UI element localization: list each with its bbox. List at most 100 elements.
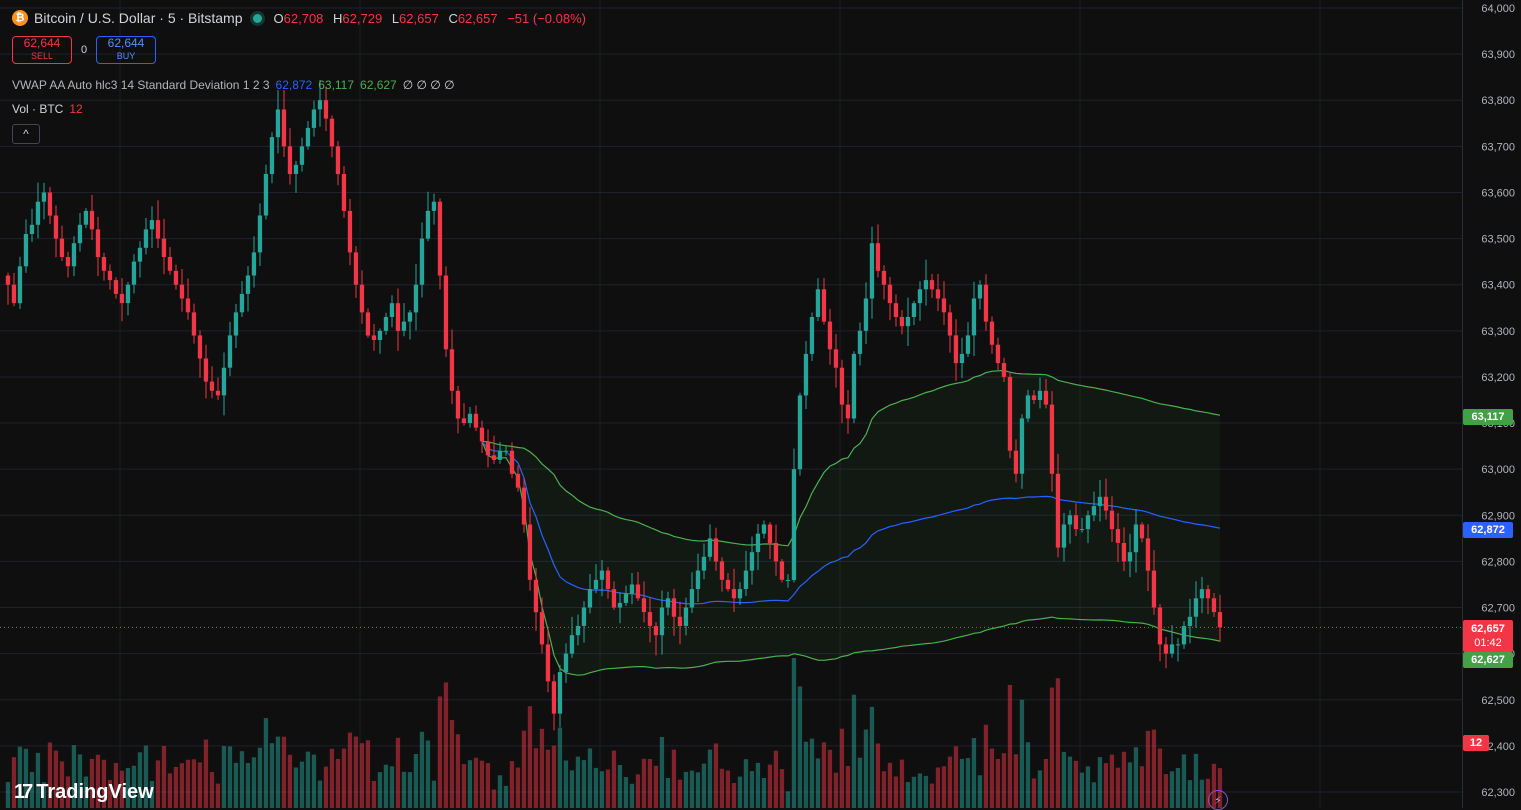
volume-bar (179, 763, 185, 808)
volume-bar (5, 782, 11, 808)
symbol-title[interactable]: Bitcoin / U.S. Dollar · 5 · Bitstamp (34, 10, 243, 26)
collapse-legend-button[interactable]: ^ (12, 124, 40, 144)
candle (659, 590, 665, 655)
candle (677, 601, 683, 645)
volume-bar (767, 764, 773, 808)
vwap-value: 62,872 (275, 78, 313, 92)
volume-bar (827, 749, 833, 808)
candle (839, 359, 845, 424)
candle-body (347, 210, 353, 253)
volume-bar (335, 758, 341, 808)
candle (959, 337, 965, 379)
candle (551, 674, 557, 731)
candle-body (881, 270, 887, 285)
candle-body (233, 312, 239, 336)
candle (275, 90, 281, 154)
candle-body (185, 298, 191, 313)
candle (251, 236, 257, 288)
buy-button[interactable]: 62,644 BUY (96, 36, 156, 64)
volume-bar (521, 730, 527, 808)
volume-bar (383, 764, 389, 808)
volume-bar (347, 732, 353, 808)
tradingview-logo-icon: 17 (14, 781, 33, 803)
candle-body (77, 224, 83, 244)
volume-bar (983, 724, 989, 808)
candle (389, 295, 395, 328)
vwap-legend[interactable]: VWAP AA Auto hlc3 14 Standard Deviation … (12, 78, 455, 92)
volume-bar (11, 757, 17, 808)
last-price-value: 62,657 (1471, 623, 1505, 635)
candle-body (569, 635, 575, 654)
volume-bar (1091, 782, 1097, 808)
candle-body (941, 298, 947, 313)
candle-body (869, 243, 875, 299)
candle-body (821, 289, 827, 322)
candle-body (755, 533, 761, 553)
candle (887, 276, 893, 321)
price-axis[interactable]: 64,000 63,900 63,800 63,700 63,600 63,500 63,4… (1462, 0, 1521, 808)
low-label: L (391, 10, 400, 26)
candle-body (341, 174, 347, 211)
candle-body (1175, 644, 1181, 646)
candle-body (479, 427, 485, 442)
volume-bar (59, 761, 65, 808)
volume-bar (785, 791, 791, 808)
volume-bar (341, 748, 347, 808)
chart-area[interactable] (0, 0, 1462, 808)
volume-bar (125, 768, 131, 808)
volume-bar (659, 737, 665, 808)
volume-bar (635, 774, 641, 808)
candle-body (857, 330, 863, 354)
candle-body (257, 215, 263, 253)
candle (881, 265, 887, 300)
candle-body (1067, 515, 1073, 525)
volume-bar (671, 749, 677, 808)
sell-button[interactable]: 62,644 SELL (12, 36, 72, 64)
candle (749, 536, 755, 585)
volume-bar (35, 752, 41, 808)
price-tick-label: 63,400 (1481, 280, 1515, 292)
candle-body (359, 284, 365, 313)
volume-bar (95, 754, 101, 808)
candle (605, 567, 611, 599)
candle (71, 236, 77, 276)
candle-body (587, 589, 593, 608)
bitcoin-icon[interactable]: ₿ (12, 10, 28, 26)
spread-value: 0 (80, 44, 88, 56)
candle-body (875, 243, 881, 271)
volume-bar (113, 762, 119, 808)
volume-bar (305, 751, 311, 808)
candle-body (395, 303, 401, 331)
candle (203, 344, 209, 399)
candle-body (977, 284, 983, 299)
volume-bar (893, 776, 899, 808)
candle-body (1013, 450, 1019, 474)
price-axis-svg: 64,000 63,900 63,800 63,700 63,600 63,500 63,4… (1481, 3, 1515, 799)
volume-bar (1019, 699, 1025, 808)
candle-body (317, 100, 323, 110)
volume-legend[interactable]: Vol · BTC 12 (12, 102, 83, 116)
candle-body (887, 284, 893, 304)
volume-bar (431, 780, 437, 808)
candle-body (743, 570, 749, 589)
candle (899, 310, 905, 335)
candlestick-chart[interactable] (0, 0, 1462, 808)
candle (989, 316, 995, 354)
candle-body (329, 118, 335, 147)
candle (95, 216, 101, 276)
candle (1127, 533, 1133, 578)
tradingview-logo[interactable]: 17 TradingView (14, 781, 154, 804)
candle (233, 303, 239, 349)
candle-body (911, 303, 917, 317)
volume-bar (203, 739, 209, 808)
volume-bar (887, 762, 893, 808)
price-tick-label: 62,800 (1481, 556, 1515, 568)
candle (1139, 522, 1145, 543)
candle-body (671, 598, 677, 617)
lightning-icon[interactable]: ⚡ (1208, 790, 1228, 810)
candle-body (815, 289, 821, 317)
volume-bar (395, 737, 401, 808)
volume-bar (953, 746, 959, 808)
candle (743, 550, 749, 596)
candle (401, 303, 407, 337)
